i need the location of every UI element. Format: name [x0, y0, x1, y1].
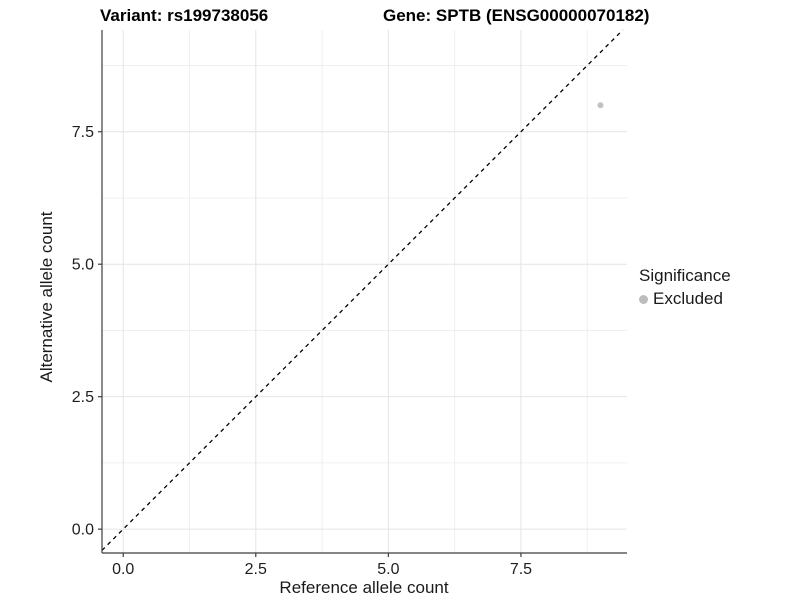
identity-dashed-line: [101, 29, 624, 551]
y-tick-label: 7.5: [72, 124, 94, 141]
y-tick-label: 2.5: [72, 389, 94, 406]
plot-title-gene: Gene: SPTB (ENSG00000070182): [383, 6, 650, 25]
y-tick-label: 5.0: [72, 257, 94, 274]
x-tick-label: 7.5: [510, 561, 532, 578]
x-tick-label: 5.0: [377, 561, 399, 578]
legend-title: Significance: [639, 266, 731, 285]
y-tick-label: 0.0: [72, 522, 94, 539]
plot-title-variant: Variant: rs199738056: [100, 6, 269, 25]
data-point: [597, 102, 604, 109]
y-axis-title: Alternative allele count: [37, 211, 56, 383]
legend: Significance Excluded: [639, 266, 731, 309]
legend-item-label: Excluded: [653, 289, 723, 308]
x-tick-label: 0.0: [112, 561, 134, 578]
x-tick-label: 2.5: [245, 561, 267, 578]
legend-item-excluded: Excluded: [639, 289, 731, 309]
circle-marker-icon: [639, 294, 648, 304]
x-axis-title: Reference allele count: [279, 578, 449, 597]
